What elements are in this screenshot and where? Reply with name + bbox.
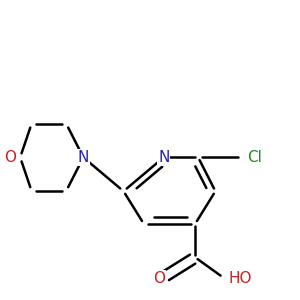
- Text: N: N: [158, 150, 169, 165]
- Text: O: O: [153, 271, 165, 286]
- Text: HO: HO: [228, 271, 252, 286]
- Text: N: N: [78, 150, 89, 165]
- Text: O: O: [4, 150, 16, 165]
- Text: Cl: Cl: [247, 150, 262, 165]
